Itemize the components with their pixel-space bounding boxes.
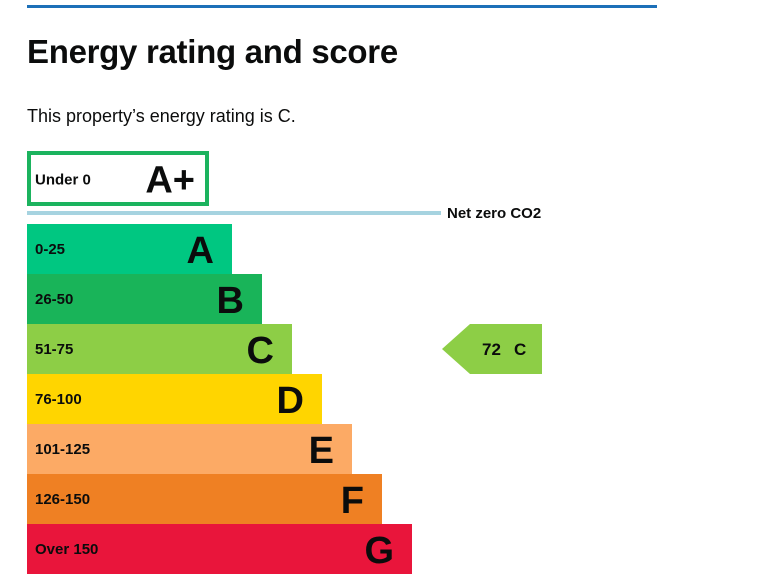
band-f: 126-150 F bbox=[27, 474, 382, 524]
band-letter: F bbox=[341, 480, 364, 522]
top-rule bbox=[27, 5, 657, 8]
band-c: 51-75 C bbox=[27, 324, 292, 374]
band-d: 76-100 D bbox=[27, 374, 322, 424]
net-zero-marker: Net zero CO2 bbox=[27, 205, 541, 222]
band-range-label: Under 0 bbox=[35, 172, 91, 189]
band-bar bbox=[27, 324, 292, 374]
current-score: 72 bbox=[482, 340, 501, 359]
band-letter: C bbox=[247, 330, 274, 372]
band-range-label: 76-100 bbox=[35, 391, 82, 408]
band-range-label: 26-50 bbox=[35, 291, 73, 308]
band-letter: D bbox=[277, 380, 304, 422]
band-a: 0-25 A bbox=[27, 224, 232, 274]
band-letter: A bbox=[187, 230, 214, 272]
band-range-label: 126-150 bbox=[35, 491, 90, 508]
band-bar bbox=[27, 524, 412, 574]
band-letter: B bbox=[217, 280, 244, 322]
current-letter: C bbox=[514, 340, 526, 359]
band-bar bbox=[27, 374, 322, 424]
band-bar bbox=[27, 151, 209, 206]
net-zero-line bbox=[27, 211, 441, 215]
band-range-label: 101-125 bbox=[35, 441, 90, 458]
band-bar bbox=[27, 474, 382, 524]
band-range-label: 0-25 bbox=[35, 241, 65, 258]
band-bar bbox=[27, 424, 352, 474]
band-bar bbox=[27, 274, 262, 324]
band-e: 101-125 E bbox=[27, 424, 352, 474]
band-letter: E bbox=[309, 430, 334, 472]
current-rating-indicator: 72 C bbox=[442, 324, 542, 374]
rating-summary: This property’s energy rating is C. bbox=[27, 106, 296, 126]
band-letter: A+ bbox=[145, 160, 195, 202]
current-rating-arrow bbox=[442, 324, 542, 374]
band-g: Over 150 G bbox=[27, 524, 412, 574]
band-bar bbox=[27, 224, 232, 274]
band-range-label: Over 150 bbox=[35, 541, 98, 558]
band-range-label: 51-75 bbox=[35, 341, 73, 358]
band-b: 26-50 B bbox=[27, 274, 262, 324]
page-title: Energy rating and score bbox=[27, 33, 398, 70]
band-a-plus: Under 0 A+ bbox=[27, 151, 209, 206]
band-letter: G bbox=[364, 530, 394, 572]
net-zero-label: Net zero CO2 bbox=[447, 205, 541, 222]
